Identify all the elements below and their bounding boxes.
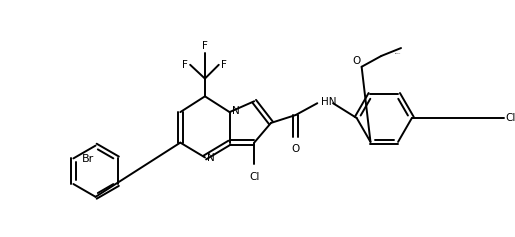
Text: O: O	[352, 56, 360, 66]
Text: O: O	[291, 144, 300, 154]
Text: N: N	[232, 106, 239, 116]
Text: Br: Br	[82, 155, 95, 164]
Text: HN: HN	[321, 97, 337, 107]
Text: methoxy: methoxy	[395, 52, 401, 54]
Text: N: N	[207, 153, 215, 163]
Text: Cl: Cl	[249, 172, 260, 182]
Text: F: F	[202, 41, 208, 51]
Text: F: F	[221, 60, 227, 70]
Text: Cl: Cl	[506, 113, 515, 123]
Text: F: F	[182, 60, 188, 70]
